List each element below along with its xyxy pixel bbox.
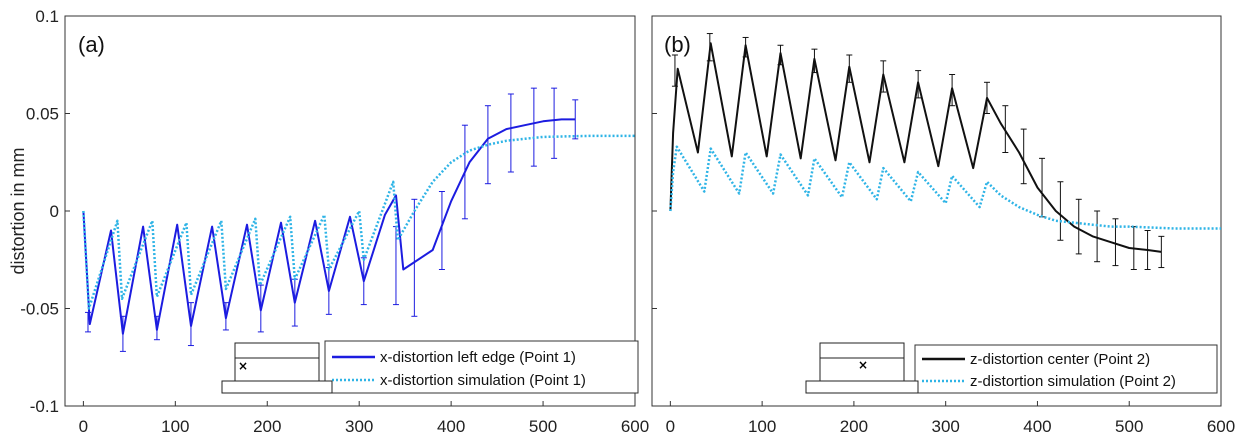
sketch-b-top-part xyxy=(819,342,905,382)
series-line-measured xyxy=(669,42,1162,253)
y-tick-label: 0 xyxy=(50,202,59,221)
x-tick-label: 500 xyxy=(529,417,557,436)
x-tick-label: 400 xyxy=(437,417,465,436)
legend-b-box xyxy=(914,344,1218,394)
panel-a-label: (a) xyxy=(78,32,105,57)
x-tick-label: 300 xyxy=(345,417,373,436)
series-line-simulation xyxy=(669,145,1221,230)
x-tick-label: 100 xyxy=(161,417,189,436)
y-tick-label: -0.1 xyxy=(30,397,59,416)
x-tick-label: 200 xyxy=(253,417,281,436)
series-line-measured xyxy=(82,118,576,335)
panel-a: 0 100 200 300 400 500 600 0.1 0.05 0 -0.05 -0.1 (a)… xyxy=(8,7,649,436)
panel-b-legend: z-distortion center (Point 2) z-distorti… xyxy=(914,344,1218,394)
legend-b-entry-measured: z-distortion center (Point 2) xyxy=(970,351,1150,368)
y-tick-label: 0.1 xyxy=(35,7,59,26)
legend-a-entry-simulation: x-distortion simulation (Point 1) xyxy=(380,372,586,389)
x-tick-label: 500 xyxy=(1115,417,1143,436)
x-tick-label: 600 xyxy=(1207,417,1235,436)
x-tick-label: 600 xyxy=(621,417,649,436)
sketch-a-base-plate xyxy=(221,380,333,394)
panel-a-legend: x-distortion left edge (Point 1) x-disto… xyxy=(324,340,639,394)
sketch-a-point-marker: × xyxy=(238,359,248,373)
panel-b-ticks: 0 100 200 300 400 500 600 xyxy=(652,15,1235,436)
panel-a-specimen-sketch: × xyxy=(221,342,333,394)
sketch-b-base-plate xyxy=(805,380,919,394)
x-tick-label: 100 xyxy=(748,417,776,436)
panel-b-specimen-sketch: × xyxy=(805,342,919,394)
panel-b: 0 100 200 300 400 500 600 (b) z-distortion cen… xyxy=(651,15,1235,436)
y-axis-label: distortion in mm xyxy=(8,147,28,274)
panel-b-label: (b) xyxy=(664,32,691,57)
sketch-a-top-part xyxy=(234,342,320,382)
y-tick-label: -0.05 xyxy=(20,300,59,319)
x-tick-label: 300 xyxy=(931,417,959,436)
legend-a-box xyxy=(324,340,639,394)
series-line-simulation xyxy=(82,134,635,310)
panel-a-plot xyxy=(82,87,635,352)
x-tick-label: 0 xyxy=(666,417,675,436)
x-tick-label: 0 xyxy=(79,417,88,436)
legend-a-entry-measured: x-distortion left edge (Point 1) xyxy=(380,349,576,366)
panel-a-ticks: 0 100 200 300 400 500 600 0.1 0.05 0 -0.05 -0.1 xyxy=(20,7,649,436)
x-tick-label: 200 xyxy=(840,417,868,436)
legend-b-entry-simulation: z-distortion simulation (Point 2) xyxy=(970,373,1176,390)
sketch-b-point-marker: × xyxy=(858,358,868,372)
y-tick-label: 0.05 xyxy=(26,105,59,124)
panel-b-plot xyxy=(669,33,1221,270)
x-tick-label: 400 xyxy=(1023,417,1051,436)
